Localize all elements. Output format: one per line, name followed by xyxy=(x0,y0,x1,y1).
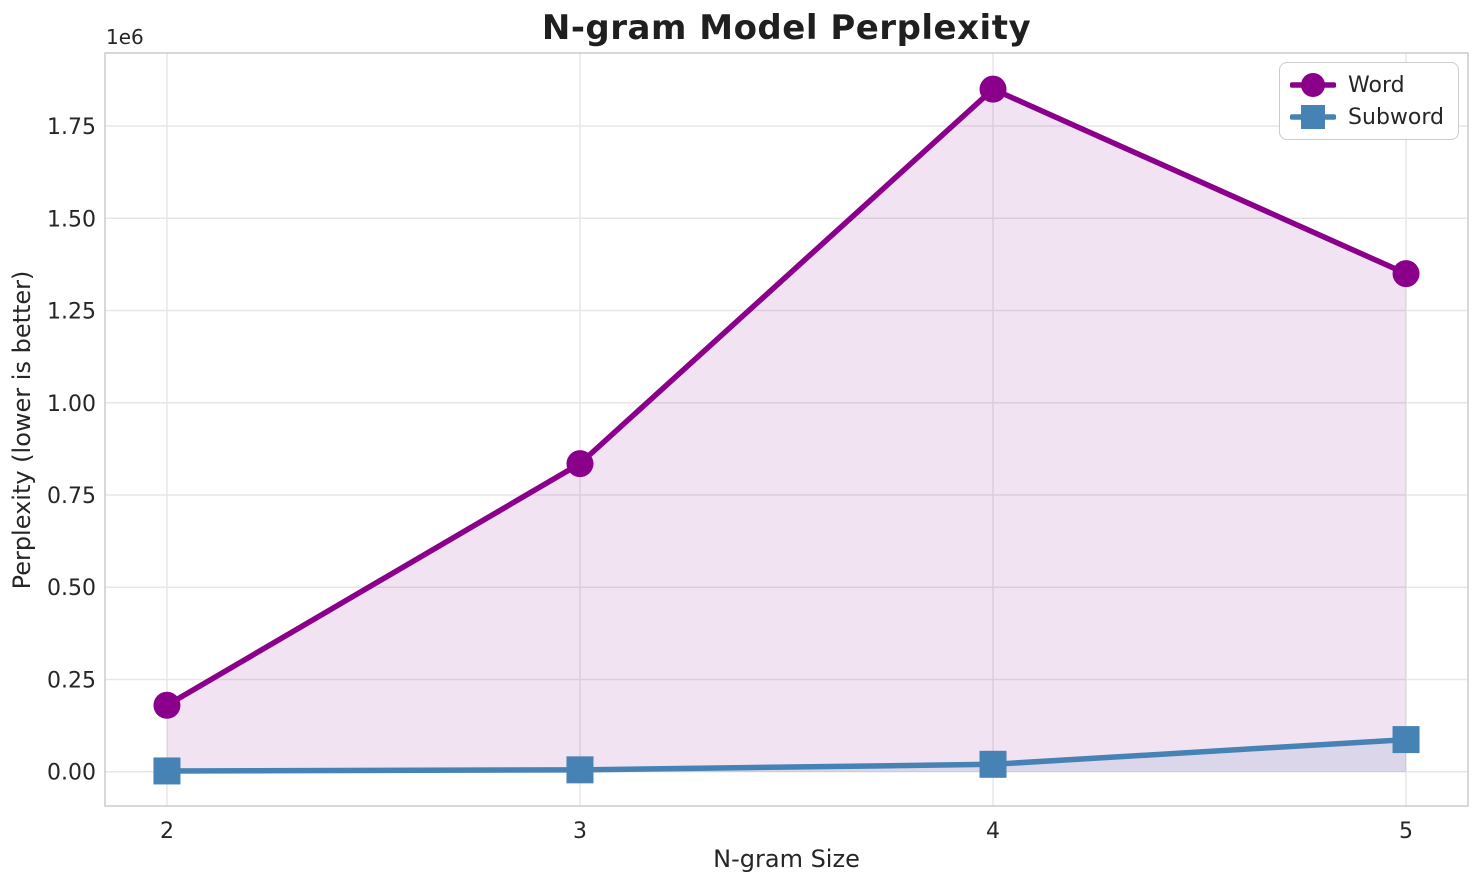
word-data-point xyxy=(566,450,594,478)
x-tick-label: 2 xyxy=(160,819,174,844)
subword-series-line xyxy=(164,736,1409,774)
x-tick-label: 4 xyxy=(986,819,1000,844)
y-tick-label: 1.00 xyxy=(47,392,96,417)
subword-data-point xyxy=(566,756,594,784)
x-axis-label: N-gram Size xyxy=(713,845,860,873)
y-tick-label: 1.25 xyxy=(47,300,96,325)
y-tick-label: 0.50 xyxy=(47,576,96,601)
y-tick-label: 0.00 xyxy=(47,761,96,786)
word-data-point xyxy=(979,75,1007,103)
y-axis-label: Perplexity (lower is better) xyxy=(8,270,36,590)
y-tick-label: 1.50 xyxy=(47,207,96,232)
y-tick-label: 1.75 xyxy=(47,115,96,140)
legend-label-word: Word xyxy=(1348,72,1405,98)
subword-area-fill xyxy=(166,739,1407,772)
word-series-marker-icon xyxy=(1290,73,1337,97)
y-axis-offset-label: 1e6 xyxy=(106,25,144,49)
subword-data-point xyxy=(1392,726,1420,754)
word-area-fill xyxy=(166,89,1407,772)
word-data-point xyxy=(1392,260,1420,288)
subword-data-point xyxy=(153,757,181,785)
axes-frame xyxy=(104,52,1469,807)
axes-background xyxy=(105,53,1468,806)
legend-item-word: Word xyxy=(1290,70,1444,100)
y-tick-label: 0.25 xyxy=(47,668,96,693)
subword-data-point xyxy=(979,750,1007,778)
word-series-line xyxy=(164,86,1409,709)
subword-series-marker-icon xyxy=(1290,105,1337,129)
word-data-point xyxy=(153,691,181,719)
legend: Word Subword xyxy=(1279,62,1459,140)
x-tick-label: 3 xyxy=(573,819,587,844)
y-tick-label: 0.75 xyxy=(47,484,96,509)
chart-title: N-gram Model Perplexity xyxy=(541,8,1032,48)
legend-label-subword: Subword xyxy=(1348,104,1444,130)
legend-item-subword: Subword xyxy=(1290,102,1444,132)
x-tick-label: 5 xyxy=(1399,819,1413,844)
